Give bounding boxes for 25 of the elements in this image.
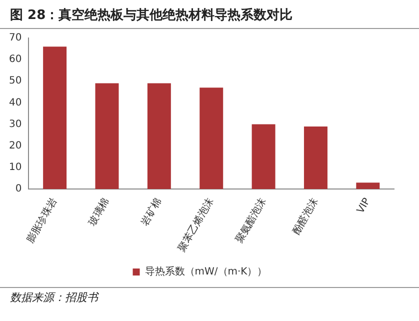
x-tick-label: 聚氨酯泡沫 — [232, 196, 268, 246]
x-tick-label: 酚醛泡沫 — [290, 196, 321, 236]
bar — [304, 126, 328, 190]
y-tick-label: 40 — [8, 97, 22, 108]
y-tick-label: 30 — [8, 118, 22, 130]
bar — [252, 124, 276, 190]
bar — [200, 88, 224, 190]
x-tick-label: 岩矿棉 — [138, 196, 164, 228]
x-tick-label: VIP — [355, 196, 373, 216]
bar — [356, 182, 380, 190]
y-tick-label: 0 — [15, 184, 22, 195]
bar — [95, 83, 119, 190]
legend-label: 导热系数（mW/（m·K）） — [144, 266, 268, 278]
y-tick-label: 50 — [8, 76, 22, 87]
x-tick-label: 聚苯乙烯泡沫 — [176, 196, 216, 254]
x-tick-label: 玻璃棉 — [86, 196, 112, 228]
y-tick-label: 20 — [8, 140, 22, 152]
source-note: 数据来源：招股书 — [0, 287, 419, 307]
bar — [147, 83, 171, 190]
chart-title: 图 28：真空绝热板与其他绝热材料导热系数对比 — [0, 0, 419, 29]
y-tick-label: 10 — [8, 162, 22, 174]
x-tick-label: 膨胀珍珠岩 — [24, 196, 60, 246]
y-tick-label: 70 — [8, 32, 22, 44]
y-tick-label: 60 — [8, 54, 22, 66]
bar — [43, 46, 67, 190]
